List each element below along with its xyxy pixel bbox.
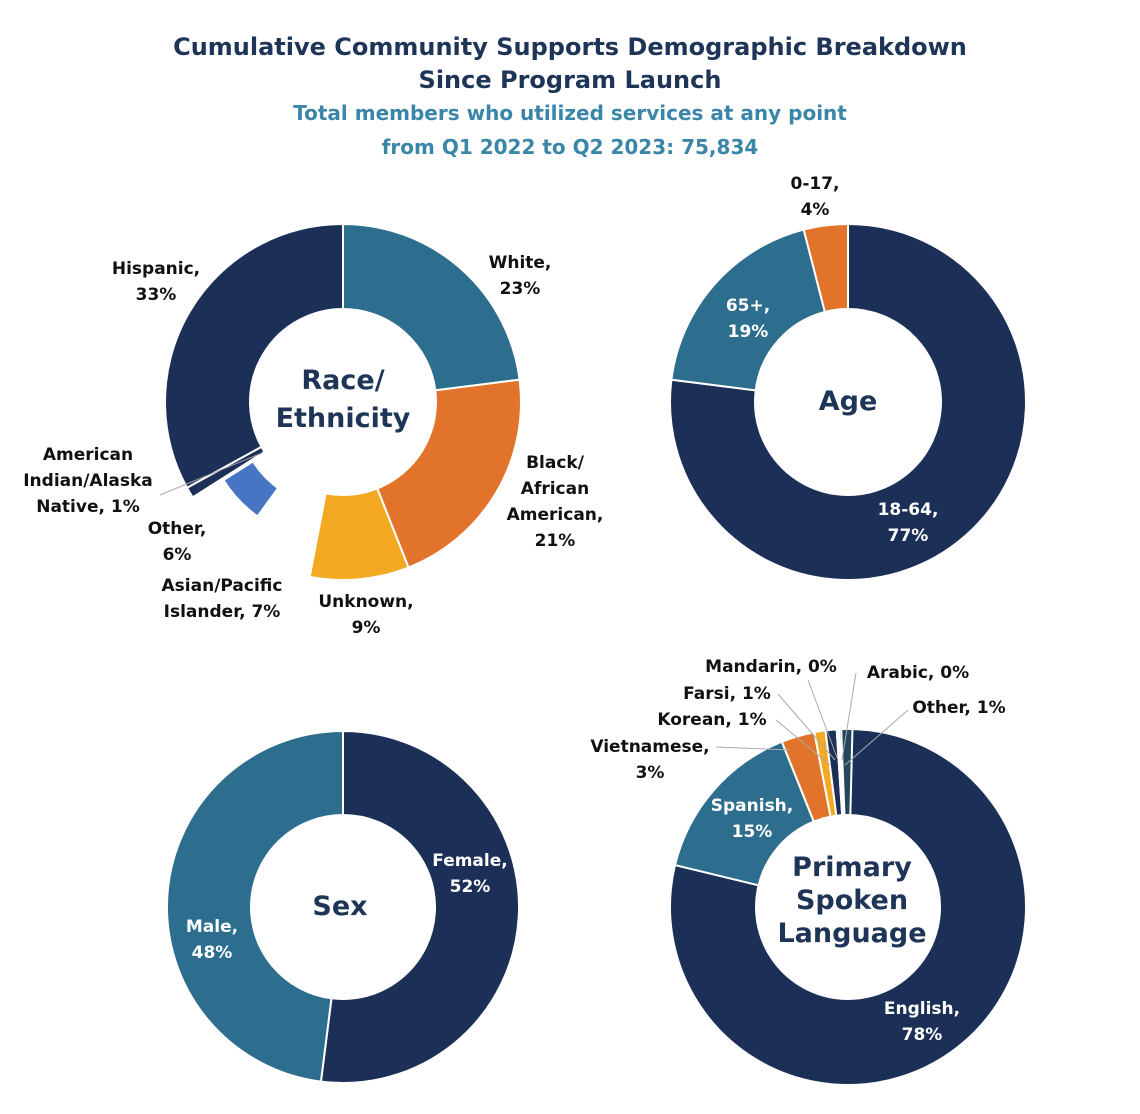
slice-asian-pacific-islander (236, 475, 327, 579)
label-hispanic: Hispanic, 33% (111, 259, 201, 305)
donut-0 (164, 222, 522, 581)
chart-title-line2: Since Program Launch (418, 66, 722, 94)
slice-65- (670, 228, 827, 392)
label-asian-pacific-islander: Asian/Pacific Islander, 7% (161, 576, 283, 622)
chart-title-line1: Cumulative Community Supports Demographi… (173, 33, 967, 61)
label-vietnamese: Vietnamese, 3% (590, 737, 710, 783)
chart-subtitle-line1: Total members who utilized services at a… (293, 101, 847, 125)
slice-black-african-american (375, 378, 522, 569)
leader-line-other-language (844, 709, 909, 766)
slice-english (669, 727, 1027, 1086)
center-label-race-text: Race/ Ethnicity (275, 365, 411, 434)
donut-2 (166, 729, 520, 1084)
leader-lines (159, 452, 909, 766)
label-korean: Korean, 1% (657, 710, 767, 730)
label-mandarin: Mandarin, 0% (705, 657, 837, 677)
slice-spanish (673, 740, 816, 887)
label-female: Female, 52% (432, 851, 508, 897)
leader-line-arabic (841, 672, 857, 761)
label-other-race: Other, 6% (147, 519, 207, 565)
leader-line-vietnamese (715, 746, 791, 751)
slice-female (319, 729, 520, 1084)
label-black: Black/ African American, 21% (506, 453, 604, 551)
center-label-sex: Sex (312, 891, 368, 922)
slice-other (222, 459, 280, 518)
chart-subtitle-line2: from Q1 2022 to Q2 2023: 75,834 (381, 135, 759, 159)
slice-18-64 (669, 222, 1027, 581)
slice-male (166, 729, 344, 1083)
label-male: Male, 48% (185, 917, 239, 963)
slice-0-17 (802, 222, 849, 314)
center-label-race: Race/ Ethnicity (273, 362, 413, 438)
leader-line-aian (159, 452, 263, 496)
label-white: White, 23% (488, 253, 552, 299)
label-spanish: Spanish, 15% (710, 796, 794, 842)
label-english: English, 78% (883, 999, 961, 1045)
label-0-17: 0-17, 4% (790, 174, 840, 220)
label-american-indian: American Indian/Alaska Native, 1% (23, 445, 153, 517)
slice-hispanic (164, 222, 344, 490)
leader-line-korean (775, 719, 831, 766)
label-farsi: Farsi, 1% (683, 684, 771, 704)
label-18-64: 18-64, 77% (877, 500, 939, 546)
leader-line-mandarin (807, 679, 839, 761)
donut-3 (669, 727, 1027, 1086)
center-label-language: Primary Spoken Language (777, 851, 927, 953)
leader-line-farsi (777, 693, 836, 761)
label-65-plus: 65+, 19% (725, 296, 771, 342)
center-label-age: Age (818, 386, 878, 417)
label-arabic: Arabic, 0% (866, 663, 970, 683)
slice-white (342, 222, 521, 392)
donut-1 (669, 222, 1027, 581)
center-label-language-text: Primary Spoken Language (777, 852, 927, 949)
label-other-language: Other, 1% (912, 698, 1006, 718)
label-unknown: Unknown, 9% (318, 592, 414, 638)
